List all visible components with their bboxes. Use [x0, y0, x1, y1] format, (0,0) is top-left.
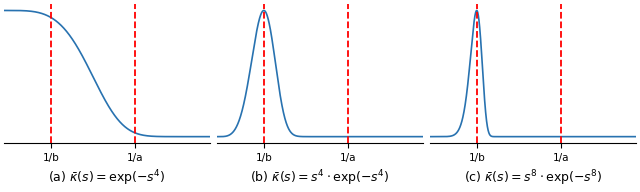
- X-axis label: (c) $\bar{\kappa}(s) = s^8 \cdot \exp(-s^8)$: (c) $\bar{\kappa}(s) = s^8 \cdot \exp(-s…: [463, 168, 602, 188]
- X-axis label: (b) $\bar{\kappa}(s) = s^4 \cdot \exp(-s^4)$: (b) $\bar{\kappa}(s) = s^4 \cdot \exp(-s…: [250, 168, 390, 188]
- X-axis label: (a) $\bar{\kappa}(s) = \exp(-s^4)$: (a) $\bar{\kappa}(s) = \exp(-s^4)$: [49, 168, 166, 188]
